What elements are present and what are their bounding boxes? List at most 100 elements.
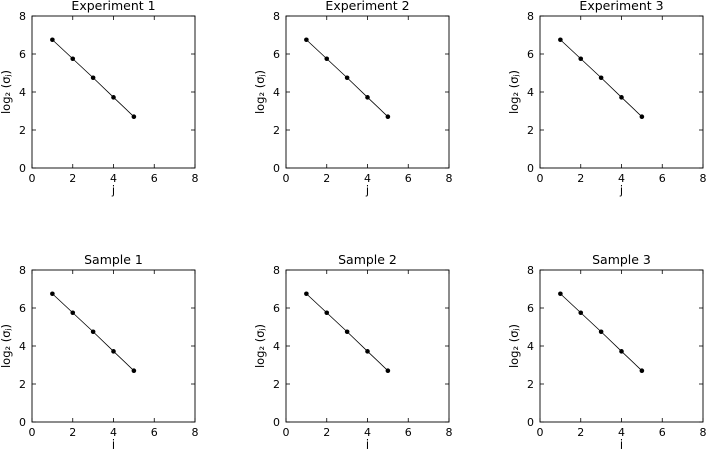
x-tick-label: 2: [577, 426, 584, 439]
y-tick-label: 8: [273, 10, 280, 23]
subplot-6: Sample 3 0 2 4 6 8 0 2 4 6 8 j log₂ (σⱼ): [507, 252, 707, 449]
y-axis-label: log₂ (σⱼ): [507, 324, 521, 368]
data-point: [90, 329, 96, 335]
x-tick-label: 6: [405, 426, 412, 439]
data-point: [344, 75, 350, 81]
data-point: [50, 291, 55, 297]
x-tick-label: 4: [364, 426, 371, 439]
data-point: [90, 75, 96, 81]
x-tick-label: 8: [700, 426, 707, 439]
chart-title: Sample 1: [84, 252, 143, 267]
y-tick-label: 4: [527, 340, 534, 353]
plot-frame: [539, 269, 704, 423]
data-point: [639, 114, 645, 119]
data-point: [324, 56, 330, 62]
y-tick-label: 4: [273, 86, 280, 99]
y-tick-label: 6: [527, 48, 534, 61]
x-tick-label: 6: [151, 172, 158, 185]
x-axis-label: j: [111, 183, 115, 197]
data-point: [578, 310, 584, 316]
subplot-3: Experiment 3 0 2 4 6 8 0 2 4 6 8 j log₂ (σⱼ): [507, 0, 707, 197]
chart-title: Experiment 1: [71, 0, 155, 13]
data-point: [111, 95, 116, 100]
y-tick-label: 0: [19, 416, 26, 429]
y-tick-label: 2: [527, 378, 534, 391]
y-tick-label: 0: [527, 162, 534, 175]
data-point: [558, 291, 563, 297]
y-tick-label: 4: [19, 86, 26, 99]
y-tick-label: 2: [273, 378, 280, 391]
chart-title: Experiment 3: [579, 0, 663, 13]
x-tick-label: 0: [537, 172, 544, 185]
plot-frame: [31, 15, 196, 169]
y-axis-label: log₂ (σⱼ): [253, 324, 267, 368]
chart-title: Experiment 2: [325, 0, 409, 13]
x-tick-label: 4: [364, 172, 371, 185]
plot-frame: [31, 269, 196, 423]
x-tick-label: 8: [192, 172, 199, 185]
data-point: [324, 310, 330, 316]
plot-frame: [285, 269, 450, 423]
data-point: [70, 310, 76, 316]
x-tick-label: 4: [618, 172, 625, 185]
x-tick-label: 0: [537, 426, 544, 439]
y-tick-label: 4: [273, 340, 280, 353]
x-tick-label: 0: [283, 172, 290, 185]
data-point: [578, 56, 584, 62]
y-tick-label: 0: [527, 416, 534, 429]
subplot-1: Experiment 1 0 2 4 6 8 0 2 4 6 8 j log₂ (σⱼ): [0, 0, 199, 197]
x-tick-label: 4: [110, 172, 117, 185]
y-axis-label: log₂ (σⱼ): [0, 324, 13, 368]
y-tick-label: 4: [19, 340, 26, 353]
x-tick-label: 6: [659, 172, 666, 185]
x-tick-label: 0: [29, 426, 36, 439]
data-point: [304, 291, 309, 297]
data-point: [304, 37, 309, 43]
y-tick-label: 8: [19, 10, 26, 23]
subplot-2: Experiment 2 0 2 4 6 8 0 2 4 6 8 j log₂ (σⱼ): [253, 0, 453, 197]
x-tick-label: 2: [577, 172, 584, 185]
data-point: [598, 329, 604, 335]
y-tick-label: 2: [19, 378, 26, 391]
x-tick-label: 0: [283, 426, 290, 439]
x-tick-label: 4: [618, 426, 625, 439]
data-point: [344, 329, 350, 335]
data-point: [365, 95, 370, 100]
plot-frame: [285, 15, 450, 169]
x-tick-label: 2: [69, 172, 76, 185]
data-point: [131, 368, 137, 374]
y-tick-label: 8: [273, 264, 280, 277]
x-tick-label: 8: [700, 172, 707, 185]
x-tick-label: 2: [323, 426, 330, 439]
y-tick-label: 8: [527, 264, 534, 277]
y-axis-label: log₂ (σⱼ): [253, 70, 267, 114]
y-tick-label: 6: [273, 302, 280, 315]
data-point: [70, 56, 76, 62]
data-point: [619, 95, 624, 100]
y-tick-label: 6: [19, 48, 26, 61]
y-tick-label: 0: [273, 416, 280, 429]
data-point: [639, 368, 645, 374]
x-tick-label: 2: [323, 172, 330, 185]
data-point: [385, 114, 391, 119]
x-axis-label: j: [365, 437, 369, 449]
x-tick-label: 6: [405, 172, 412, 185]
y-tick-label: 6: [527, 302, 534, 315]
subplot-5: Sample 2 0 2 4 6 8 0 2 4 6 8 j log₂ (σⱼ): [253, 252, 453, 449]
y-axis-label: log₂ (σⱼ): [507, 70, 521, 114]
y-tick-label: 6: [273, 48, 280, 61]
data-point: [598, 75, 604, 81]
data-point: [111, 349, 116, 354]
x-axis-label: j: [619, 183, 623, 197]
data-point: [385, 368, 391, 374]
x-axis-label: j: [365, 183, 369, 197]
x-tick-label: 0: [29, 172, 36, 185]
x-tick-label: 2: [69, 426, 76, 439]
y-tick-label: 8: [527, 10, 534, 23]
chart-title: Sample 2: [338, 252, 397, 267]
y-axis-label: log₂ (σⱼ): [0, 70, 13, 114]
y-tick-label: 0: [19, 162, 26, 175]
data-point: [50, 37, 55, 43]
y-tick-label: 6: [19, 302, 26, 315]
